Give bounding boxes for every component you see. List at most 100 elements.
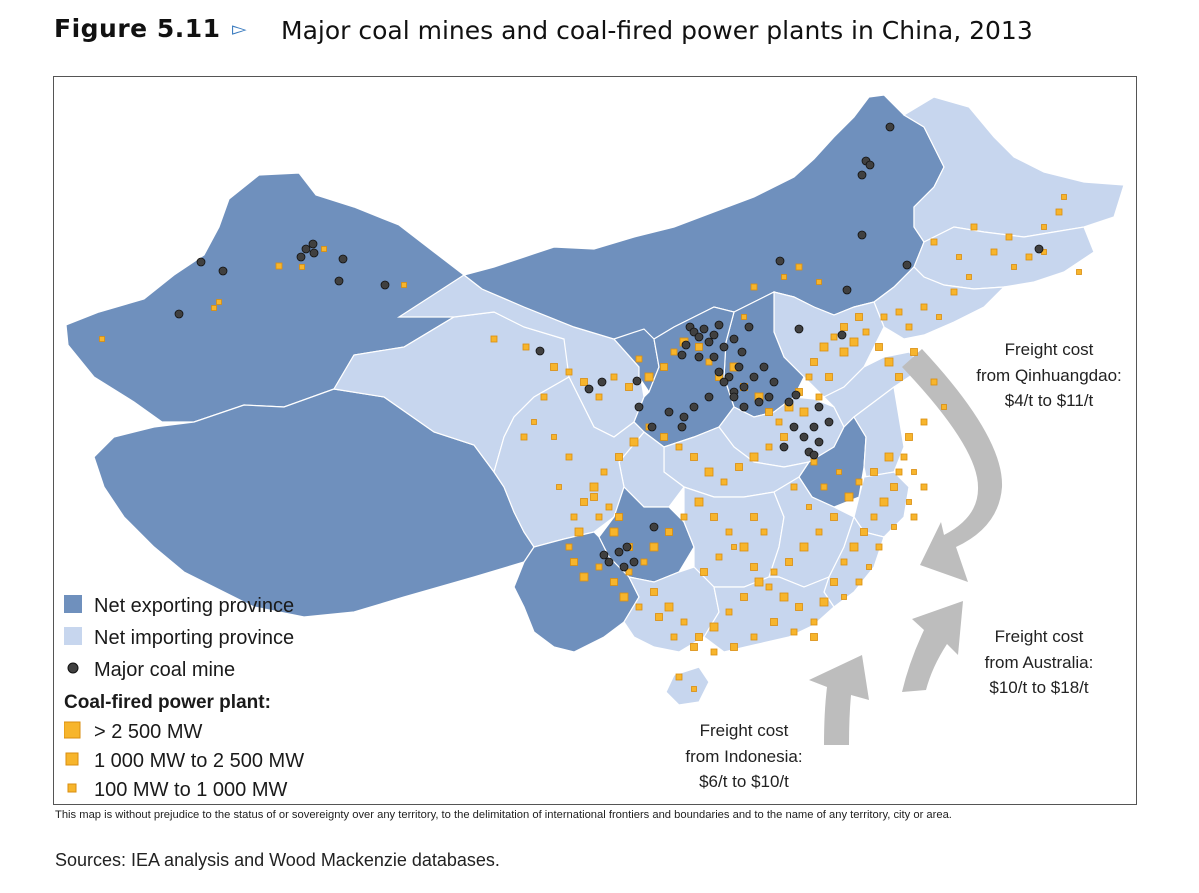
coal-mine-marker	[769, 377, 779, 387]
legend-importing-label: Net importing province	[94, 627, 295, 649]
coal-mine-marker	[309, 248, 319, 258]
coal-mine-marker	[597, 377, 607, 387]
power-plant-marker	[595, 513, 603, 521]
power-plant-marker	[770, 568, 778, 576]
power-plant-marker	[750, 633, 758, 641]
coal-mine-marker	[734, 362, 744, 372]
coal-mine-marker	[677, 422, 687, 432]
coal-mine-marker	[749, 372, 759, 382]
power-plant-marker	[540, 393, 548, 401]
power-plant-marker	[1041, 224, 1047, 230]
power-plant-marker	[580, 498, 588, 506]
legend-item-importing: Net importing province	[62, 624, 392, 656]
power-plant-marker	[825, 373, 833, 381]
power-plant-marker	[765, 443, 773, 451]
power-plant-marker	[990, 248, 998, 256]
coal-mine-marker	[739, 402, 749, 412]
power-plant-marker	[906, 499, 912, 505]
power-plant-marker	[556, 484, 562, 490]
power-plant-marker	[936, 314, 942, 320]
freight-australia-line3: $10/t to $18/t	[989, 678, 1089, 697]
power-plant-marker	[551, 434, 557, 440]
power-plant-marker	[1061, 194, 1067, 200]
map-disclaimer: This map is without prejudice to the sta…	[55, 809, 952, 821]
freight-arrow-indonesia	[809, 655, 869, 745]
power-plant-marker	[910, 348, 918, 356]
coal-mine-marker	[791, 390, 801, 400]
power-plant-marker	[779, 592, 789, 602]
power-plant-marker	[1005, 233, 1013, 241]
power-plant-marker	[879, 497, 889, 507]
coal-mine-marker	[794, 324, 804, 334]
power-plant-marker	[1055, 208, 1063, 216]
freight-australia-line2: from Australia:	[984, 652, 1094, 672]
power-plant-marker	[730, 643, 738, 651]
legend-size-small-label: 100 MW to 1 000 MW	[94, 779, 288, 801]
coal-mine-marker	[604, 557, 614, 567]
power-plant-marker	[810, 618, 818, 626]
power-plant-marker	[749, 452, 759, 462]
power-plant-marker	[704, 467, 714, 477]
power-plant-marker	[884, 357, 894, 367]
power-plant-marker	[550, 363, 558, 371]
power-plant-marker	[216, 299, 222, 305]
coal-mine-marker	[632, 376, 642, 386]
coal-mine-marker	[301, 244, 311, 254]
freight-qinhuangdao-line2: from Qinhuangdao:	[976, 365, 1122, 385]
power-plant-marker	[565, 543, 573, 551]
power-plant-marker	[99, 336, 105, 342]
power-plant-marker	[900, 453, 908, 461]
coal-mine-icon	[67, 662, 79, 674]
power-plant-marker	[691, 686, 697, 692]
power-plant-marker	[895, 468, 903, 476]
power-plant-marker	[750, 283, 758, 291]
coal-mine-marker	[694, 332, 704, 342]
power-plant-marker	[844, 492, 854, 502]
power-plant-marker	[880, 313, 888, 321]
freight-arrow-australia	[902, 601, 963, 692]
power-plant-marker	[650, 588, 658, 596]
legend-size-medium-label: 1 000 MW to 2 500 MW	[94, 750, 305, 772]
power-plant-marker	[905, 323, 913, 331]
coal-mine-marker	[599, 550, 609, 560]
power-plant-marker	[740, 593, 748, 601]
coal-mine-marker	[714, 320, 724, 330]
coal-mine-marker	[338, 254, 348, 264]
power-plant-marker	[725, 528, 733, 536]
power-plant-marker	[565, 368, 573, 376]
freight-indonesia-line2: from Indonesia:	[685, 746, 803, 766]
coal-mine-marker	[664, 407, 674, 417]
power-plant-marker	[739, 542, 749, 552]
power-plant-marker	[950, 288, 958, 296]
figure-title: Major coal mines and coal-fired power pl…	[281, 16, 1033, 45]
coal-mine-marker	[677, 350, 687, 360]
power-plant-marker	[610, 373, 618, 381]
power-plant-marker	[635, 355, 643, 363]
power-plant-marker	[570, 513, 578, 521]
coal-mine-marker	[679, 412, 689, 422]
freight-note-qinhuangdao: Freight cost from Qinhuangdao: $4/t to $…	[939, 337, 1136, 414]
power-plant-marker	[640, 558, 648, 566]
power-plant-marker	[855, 578, 863, 586]
coal-mine-marker	[759, 362, 769, 372]
power-plant-marker	[920, 303, 928, 311]
coal-mine-marker	[809, 450, 819, 460]
power-plant-marker	[754, 577, 764, 587]
map-frame: Net exporting province Net importing pro…	[53, 76, 1137, 805]
sources-note: Sources: IEA analysis and Wood Mackenzie…	[55, 850, 500, 870]
coal-mine-marker	[842, 285, 852, 295]
freight-indonesia-line1: Freight cost	[699, 721, 789, 740]
coal-mine-marker	[865, 160, 875, 170]
coal-mine-marker	[218, 266, 228, 276]
power-plant-marker	[870, 468, 878, 476]
freight-qinhuangdao-line1: Freight cost	[1004, 340, 1094, 359]
power-plant-marker	[841, 594, 847, 600]
legend-item-mine: Major coal mine	[62, 656, 392, 688]
power-plant-marker	[780, 433, 788, 441]
power-plant-marker	[920, 418, 928, 426]
power-plant-marker	[956, 254, 962, 260]
power-plant-marker	[765, 583, 773, 591]
coal-mine-marker	[824, 417, 834, 427]
power-plant-marker	[839, 347, 849, 357]
province-hainan	[665, 666, 710, 706]
